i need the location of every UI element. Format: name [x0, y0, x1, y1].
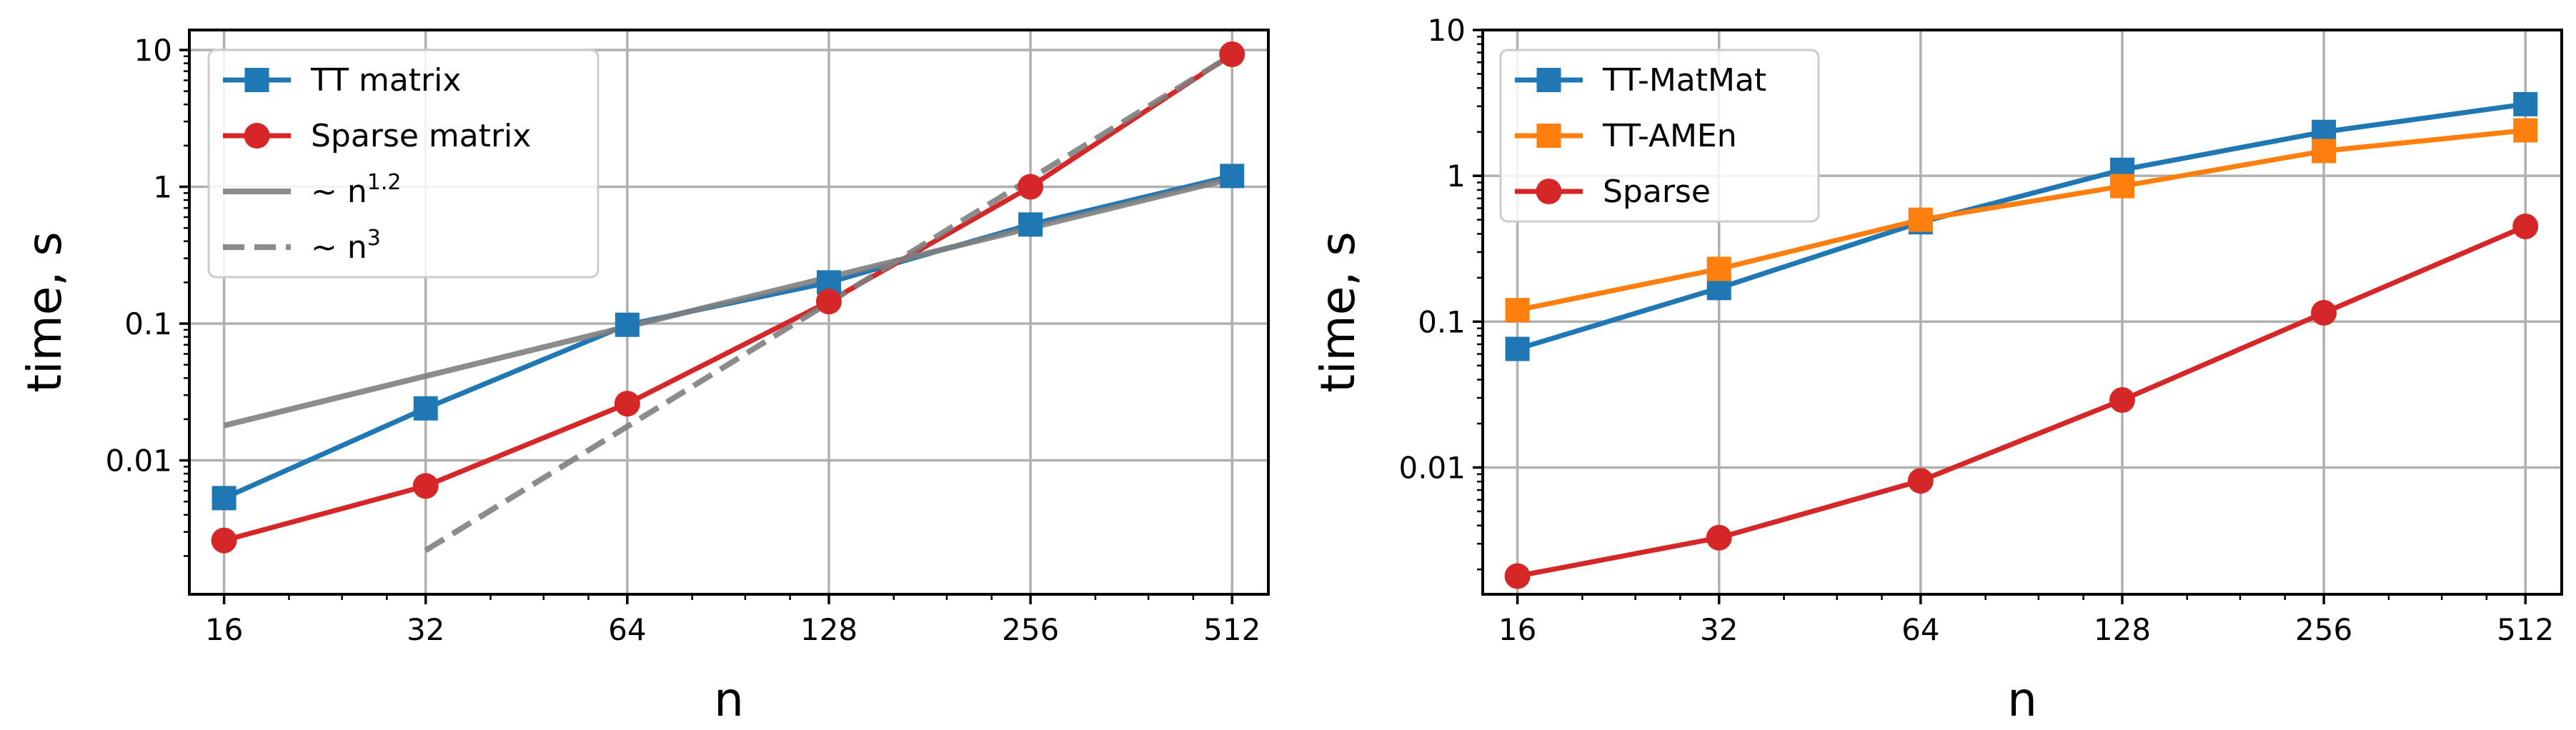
- data-point: [2513, 91, 2538, 116]
- legend-marker: [1536, 68, 1561, 92]
- series-line-1: [1516, 101, 2526, 351]
- x-tick-label: 32: [407, 612, 444, 647]
- x-tick-label: 128: [800, 612, 857, 647]
- data-point: [1505, 298, 1530, 323]
- data-point: [1219, 41, 1245, 68]
- legend: TT-MatMat TT-AMEn Sparse: [1499, 49, 1820, 223]
- data-point: [1505, 336, 1530, 361]
- legend-marker: [1536, 124, 1561, 148]
- data-point: [2109, 387, 2135, 414]
- x-tick-label: 128: [2094, 612, 2151, 647]
- x-tick-label: 256: [2295, 612, 2352, 647]
- data-point: [1907, 468, 1934, 494]
- x-tick-label: 64: [608, 612, 646, 647]
- data-point: [2311, 299, 2337, 326]
- legend-label: Sparse matrix: [311, 118, 531, 154]
- y-tick-label: 0.01: [105, 444, 172, 479]
- x-tick-label: 32: [1700, 612, 1738, 647]
- data-point: [211, 527, 237, 554]
- legend-marker: [1536, 179, 1562, 204]
- series-line-3: [1516, 224, 2527, 579]
- plot-area: [1504, 91, 2539, 589]
- data-point: [1018, 174, 1044, 200]
- data-point: [2513, 118, 2538, 143]
- legend-label: ~ n1.2: [311, 170, 401, 210]
- series-line-2: [1516, 128, 2526, 313]
- y-axis-label: time, s: [17, 231, 72, 392]
- legend-box: [1499, 49, 1820, 223]
- x-tick-label: 256: [1002, 612, 1059, 647]
- x-tick-label: 16: [205, 612, 243, 647]
- data-point: [1220, 164, 1245, 189]
- legend-box: [207, 49, 600, 279]
- series-line-3: [223, 176, 1233, 429]
- data-point: [614, 391, 640, 417]
- x-tick-label: 512: [1203, 612, 1260, 647]
- x-tick-label: 512: [2497, 612, 2554, 647]
- chart-panel-1: 16 32 64 128 256 512 0.01 0.1 1 10 n time, s TT matr…: [17, 29, 1270, 727]
- y-tick-label: 1: [1446, 159, 1466, 194]
- series-line-2: [223, 52, 1234, 543]
- data-point: [413, 396, 438, 421]
- y-axis-label: time, s: [1311, 231, 1366, 392]
- y-tick-label: 1: [153, 170, 172, 205]
- data-point: [1908, 207, 1933, 232]
- x-tick-label: 64: [1901, 612, 1939, 647]
- plot-area: [211, 41, 1245, 554]
- legend-label: Sparse: [1603, 174, 1711, 210]
- y-tick-label: 0.1: [1418, 304, 1466, 339]
- y-tick-label: 10: [134, 33, 172, 68]
- data-point: [2109, 174, 2134, 199]
- legend-label: TT-MatMat: [1602, 62, 1766, 99]
- y-tick-label: 0.1: [124, 306, 172, 341]
- data-point: [212, 486, 237, 511]
- data-point: [412, 473, 439, 499]
- axes-frame: [188, 29, 1270, 596]
- legend-label: TT matrix: [310, 62, 461, 99]
- data-point: [1504, 563, 1531, 589]
- legend-marker: [244, 68, 269, 92]
- legend-label: TT-AMEn: [1602, 118, 1737, 154]
- x-tick-label: 16: [1498, 612, 1536, 647]
- data-point: [1018, 212, 1043, 237]
- data-point: [1706, 524, 1732, 551]
- data-point: [1706, 256, 1731, 281]
- y-tick-label: 10: [1428, 13, 1466, 48]
- data-point: [615, 312, 640, 337]
- axes-frame: [1481, 29, 2563, 596]
- data-point: [2512, 213, 2539, 239]
- data-point: [2312, 139, 2337, 164]
- x-axis-label: n: [2007, 672, 2037, 727]
- data-point: [815, 289, 842, 315]
- legend-marker: [244, 123, 270, 149]
- chart-panel-2: 16 32 64 128 256 512 0.01 0.1 1 10 n time, s TT-MatM…: [1311, 13, 2563, 727]
- x-axis-label: n: [714, 672, 744, 727]
- y-tick-label: 0.01: [1398, 450, 1466, 485]
